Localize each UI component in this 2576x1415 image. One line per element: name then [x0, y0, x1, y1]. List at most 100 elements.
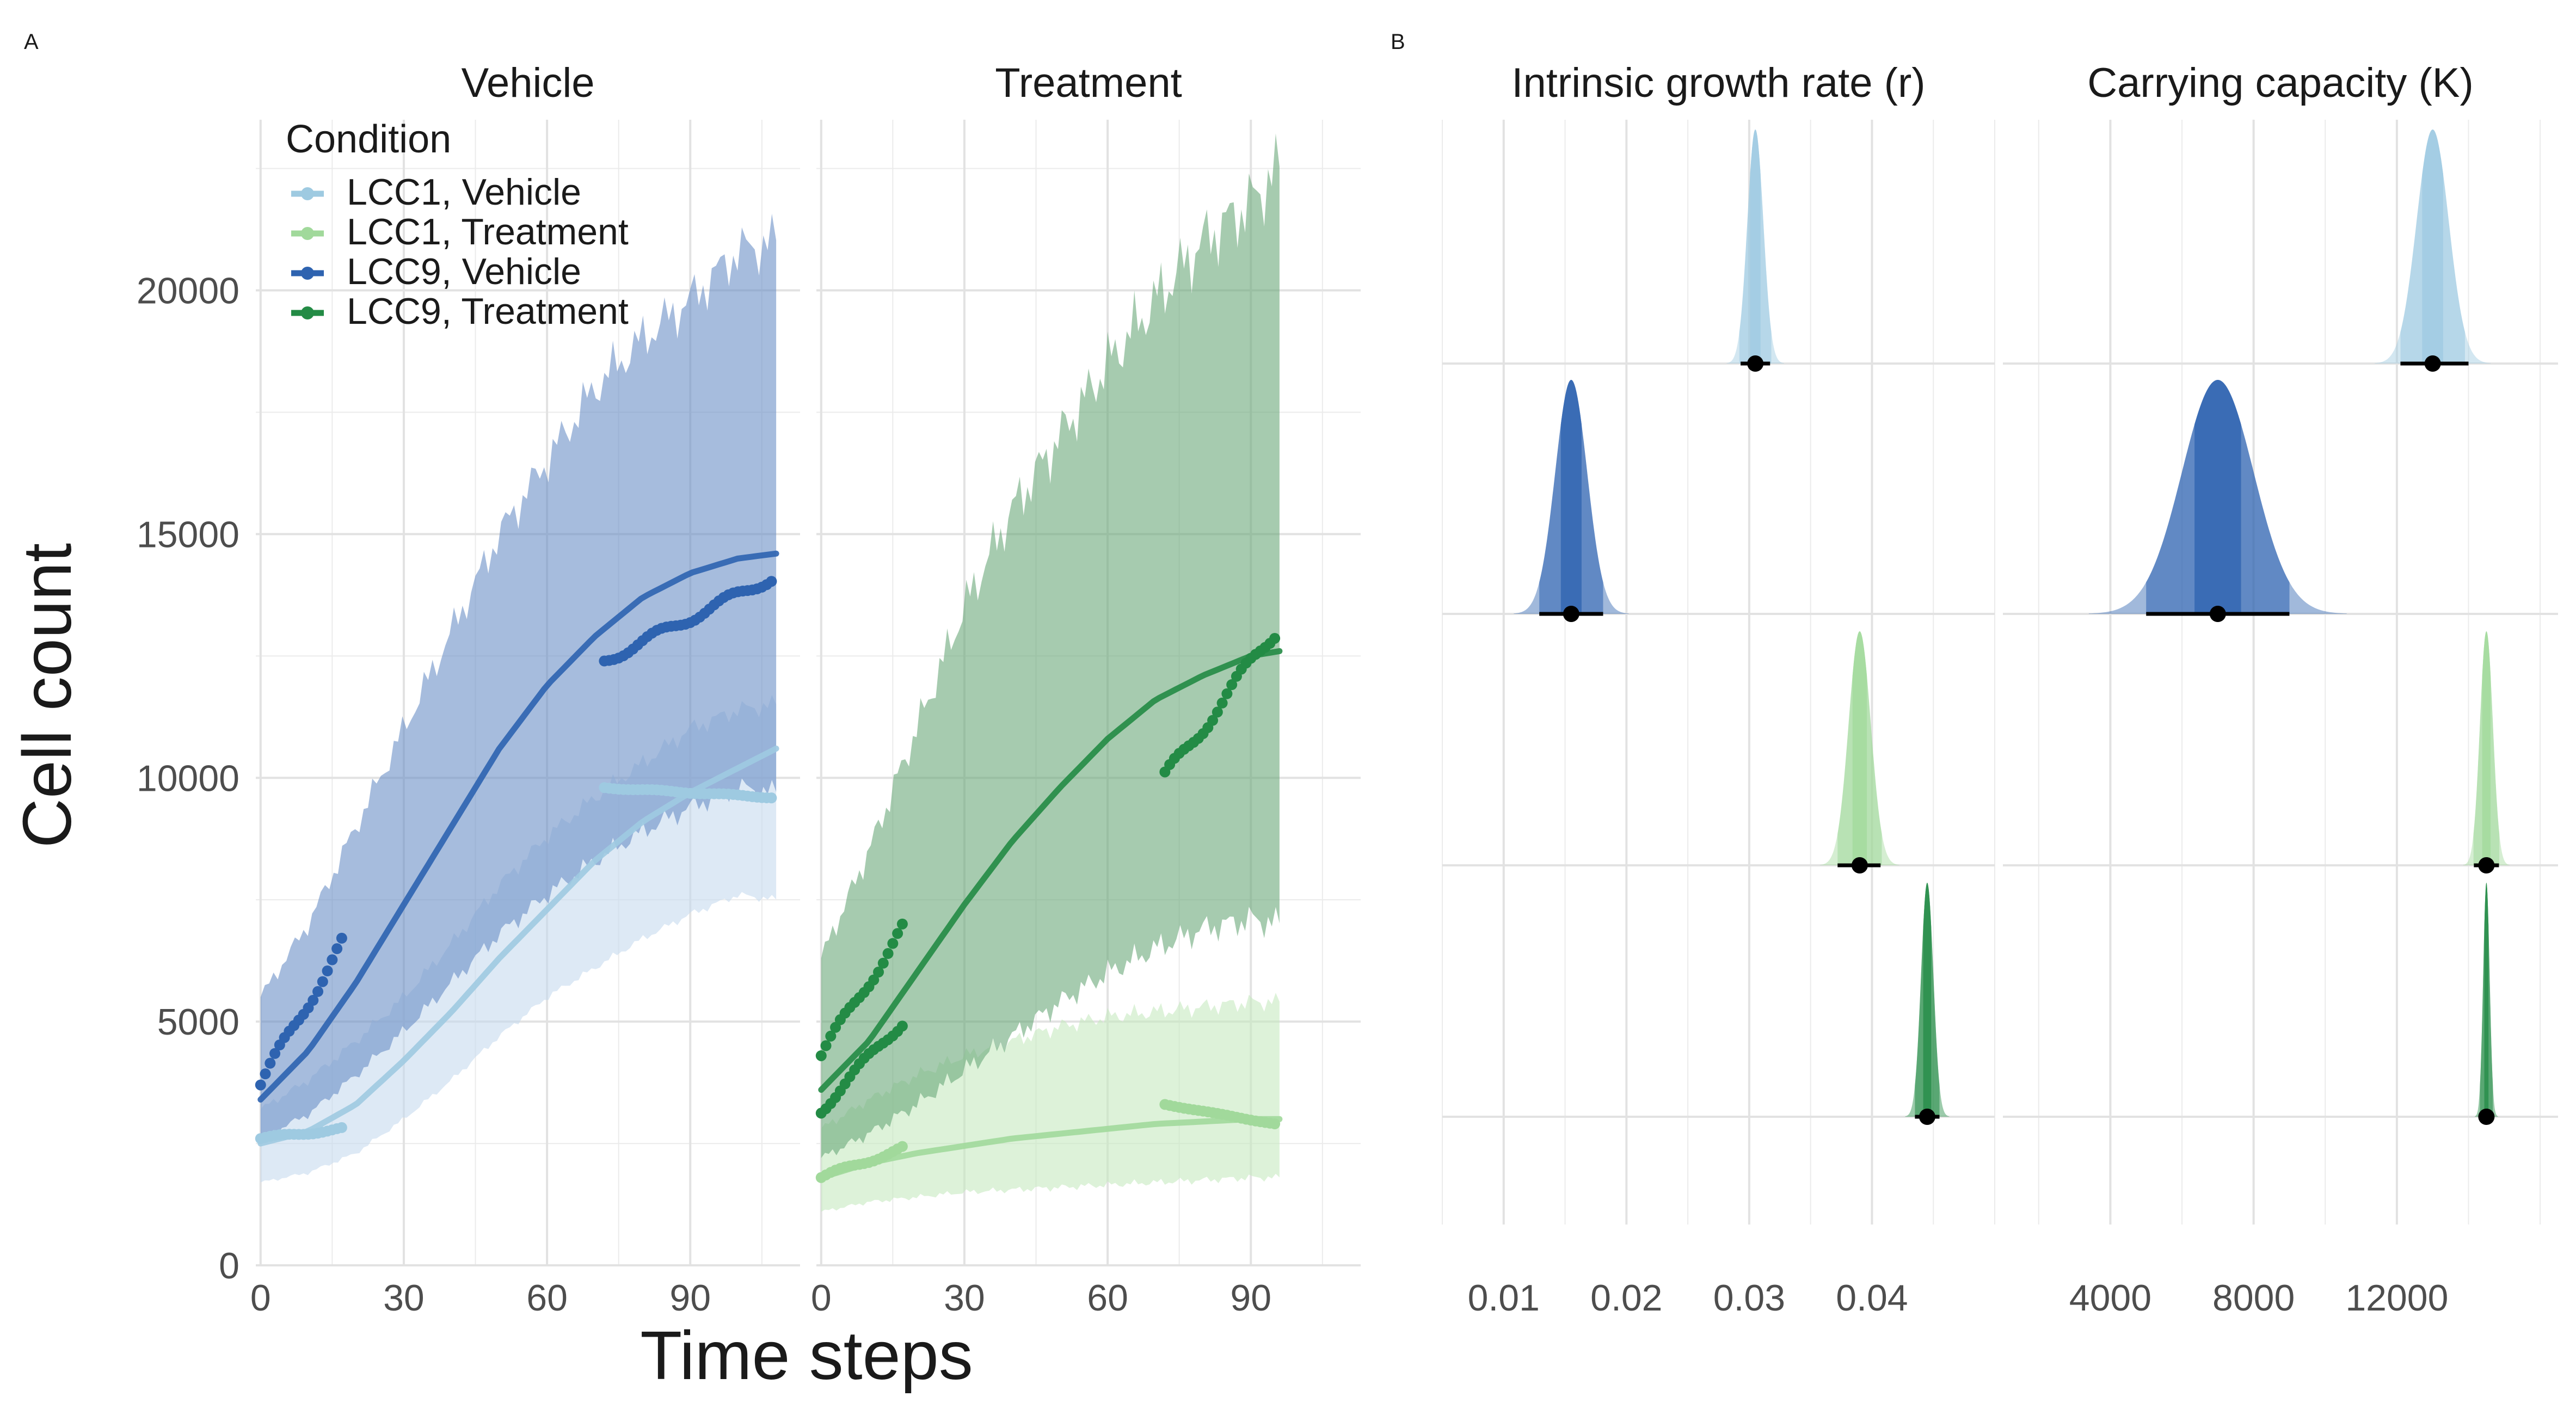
legend-item-lcc9-treatment: LCC9, Treatment	[291, 291, 629, 332]
fit-line-lcc9-treatment	[818, 648, 1283, 1093]
ribbon-lcc9-treatment	[821, 133, 1280, 1158]
y-tick-label: 5000	[157, 1001, 239, 1043]
data-point-lcc9-vehicle	[766, 576, 777, 587]
data-point-lcc9-treatment	[1216, 697, 1228, 709]
facet-title: Treatment	[995, 60, 1182, 106]
panel-b: Intrinsic growth rate (r) 0.01 0.02 0.03 0.0…	[1442, 60, 2558, 1319]
legend-title: Condition	[286, 118, 451, 161]
data-point-lcc9-vehicle	[308, 995, 319, 1006]
x-tick-label: 90	[1230, 1277, 1271, 1319]
legend-item-lcc9-vehicle: LCC9, Vehicle	[291, 251, 581, 292]
data-point-lcc9-treatment	[896, 1020, 908, 1032]
legend-swatch	[301, 267, 314, 280]
x-tick-label: 60	[1087, 1277, 1128, 1319]
data-point-lcc9-treatment	[1269, 632, 1281, 644]
data-point-lcc1-treatment	[1269, 1118, 1281, 1129]
legend-label: LCC1, Vehicle	[347, 171, 581, 213]
facet-title: Intrinsic growth rate (r)	[1511, 60, 1925, 106]
legend-label: LCC9, Vehicle	[347, 251, 581, 292]
x-tick-label: 12000	[2345, 1277, 2448, 1319]
density-lcc9-treatment	[2475, 883, 2498, 1125]
x-tick-label: 0.01	[1468, 1277, 1540, 1319]
data-point-lcc9-treatment	[892, 928, 903, 939]
data-point-lcc9-treatment	[882, 948, 894, 959]
density-core-lcc9-vehicle	[2194, 380, 2241, 614]
legend-swatch	[301, 227, 314, 240]
data-point-lcc9-vehicle	[317, 976, 328, 987]
data-point-lcc9-treatment	[873, 967, 884, 978]
density-core-lcc9-treatment	[1923, 883, 1932, 1117]
data-point-lcc9-treatment	[1226, 679, 1238, 691]
data-point-lcc9-vehicle	[312, 986, 324, 997]
data-point-lcc9-treatment	[877, 957, 889, 969]
data-point-lcc1-vehicle	[336, 1122, 347, 1133]
x-tick-label: 60	[526, 1277, 568, 1319]
point-estimate	[2478, 857, 2495, 873]
density-core-lcc9-treatment	[2484, 883, 2489, 1117]
facet-intrinsic-growth-rate-r: Intrinsic growth rate (r) 0.01 0.02 0.03 0.0…	[1442, 60, 1995, 1319]
data-point-lcc9-vehicle	[269, 1048, 281, 1059]
data-point-lcc9-treatment	[887, 938, 899, 949]
facet-carrying-capacity-k: Carrying capacity (K) 4000 8000 12000	[2003, 60, 2558, 1319]
density-lcc9-vehicle	[2088, 380, 2347, 622]
data-point-lcc9-vehicle	[265, 1057, 276, 1069]
panel-label-a: A	[24, 30, 39, 54]
data-point-lcc9-treatment	[868, 974, 880, 986]
point-estimate	[2209, 606, 2226, 622]
y-tick-label: 15000	[137, 514, 239, 555]
y-tick-label: 10000	[137, 758, 239, 799]
facet-title: Carrying capacity (K)	[2087, 60, 2474, 106]
x-tick-label: 0.04	[1836, 1277, 1908, 1319]
data-point-lcc9-treatment	[820, 1040, 832, 1051]
data-point-lcc9-treatment	[896, 918, 908, 930]
x-tick-label: 0	[250, 1277, 271, 1319]
panel-label-b: B	[1391, 30, 1405, 54]
legend-swatch	[301, 187, 314, 200]
data-point-lcc9-treatment	[1212, 706, 1223, 718]
density-lcc9-vehicle	[1514, 380, 1629, 622]
y-tick-label: 0	[219, 1245, 239, 1287]
x-tick-label: 8000	[2212, 1277, 2295, 1319]
density-lcc9-treatment	[1905, 883, 1950, 1125]
data-point-lcc9-vehicle	[327, 954, 338, 965]
fit-line-lcc1-treatment	[818, 1116, 1283, 1181]
y-axis-label: Cell count	[9, 543, 85, 848]
density-lcc1-vehicle	[1726, 130, 1784, 372]
legend-swatch	[301, 306, 314, 319]
data-point-lcc9-vehicle	[322, 965, 333, 977]
density-lcc1-treatment	[1819, 631, 1899, 873]
panel-a: Vehicle 0 30 60 90 0 5000 10000 15000 20000 Treatm…	[137, 60, 1361, 1319]
density-lcc1-vehicle	[2375, 130, 2491, 372]
x-tick-label: 0.03	[1713, 1277, 1785, 1319]
density-core-lcc1-vehicle	[1750, 130, 1761, 364]
density-core-lcc9-vehicle	[1560, 380, 1582, 614]
density-core-lcc1-treatment	[2482, 631, 2491, 865]
data-point-lcc1-vehicle	[766, 792, 777, 804]
point-estimate	[2424, 355, 2441, 372]
x-tick-label: 90	[669, 1277, 711, 1319]
ribbon-lcc1-treatment	[821, 993, 1280, 1212]
data-point-lcc1-treatment	[896, 1141, 908, 1152]
density-lcc1-treatment	[2463, 631, 2510, 873]
data-point-lcc9-treatment	[1207, 715, 1219, 726]
y-tick-label: 20000	[137, 270, 239, 312]
density-core-lcc1-treatment	[1852, 631, 1867, 865]
data-point-lcc9-vehicle	[331, 943, 343, 955]
facet-title: Vehicle	[461, 60, 594, 106]
point-estimate	[1563, 606, 1579, 622]
facet-vehicle: Vehicle 0 30 60 90 0 5000 10000 15000 20000	[137, 60, 800, 1319]
data-point-lcc9-treatment	[825, 1030, 837, 1042]
point-estimate	[2478, 1109, 2495, 1125]
point-estimate	[1919, 1109, 1935, 1125]
point-estimate	[1851, 857, 1868, 873]
data-point-lcc9-vehicle	[260, 1068, 271, 1080]
density-core-lcc1-vehicle	[2422, 130, 2443, 364]
legend-label: LCC1, Treatment	[347, 211, 629, 253]
facet-treatment: Treatment 0 30 60 90	[811, 60, 1361, 1319]
legend-item-lcc1-vehicle: LCC1, Vehicle	[291, 171, 581, 213]
point-estimate	[1747, 355, 1764, 372]
x-tick-label: 30	[383, 1277, 425, 1319]
data-point-lcc9-treatment	[1221, 688, 1233, 699]
